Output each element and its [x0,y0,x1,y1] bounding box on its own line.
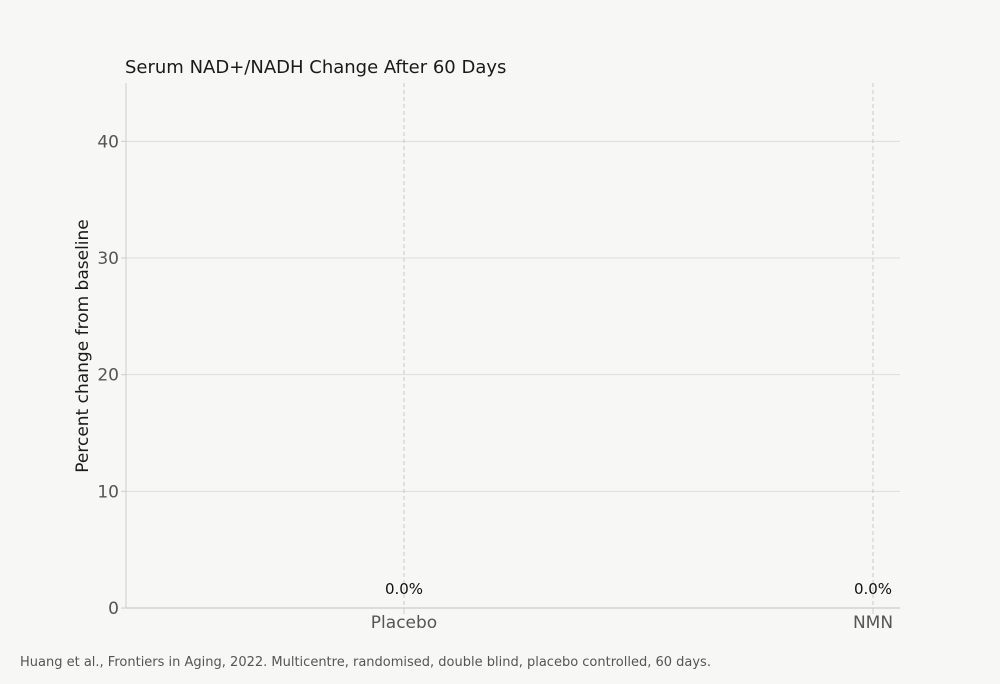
x-tick-label: NMN [853,613,893,633]
data-label: 0.0% [854,580,892,598]
y-tick-label: 20 [97,366,119,386]
gridlines [126,83,900,608]
data-label: 0.0% [385,580,423,598]
y-tick-label: 30 [97,249,119,269]
y-ticks: 0 10 20 30 40 [97,132,126,619]
y-tick-label: 40 [97,132,119,152]
axes [125,83,900,609]
x-tick-label: Placebo [371,613,437,633]
chart-title: Serum NAD+/NADH Change After 60 Days [125,57,506,78]
x-ticks: Placebo NMN [371,608,893,633]
source-footnote: Huang et al., Frontiers in Aging, 2022. … [20,655,711,670]
y-tick-label: 10 [97,482,119,502]
y-tick-label: 0 [108,599,119,619]
y-axis-label: Percent change from baseline [73,219,93,473]
data-labels: 0.0% 0.0% [385,580,892,598]
